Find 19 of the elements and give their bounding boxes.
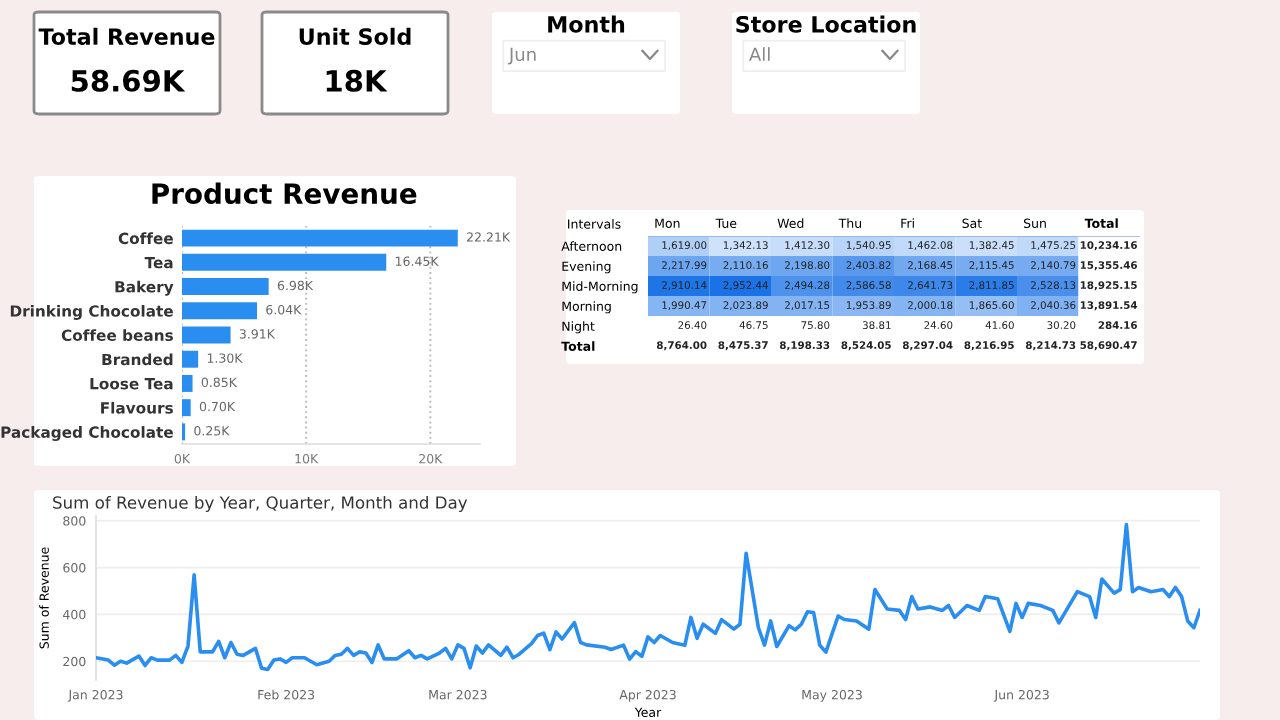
bar	[182, 399, 191, 417]
bar	[182, 302, 257, 320]
text: Total Revenue	[38, 27, 215, 45]
text: Month	[548, 15, 625, 33]
text: Unit Sold	[299, 27, 411, 45]
chart-title: Product Revenue	[152, 182, 417, 205]
chart-title: Sum of Revenue by Year, Quarter, Month and Day	[53, 495, 468, 513]
bar	[182, 350, 199, 368]
line-series	[96, 522, 1200, 672]
text: All	[749, 47, 770, 61]
bar	[182, 326, 231, 344]
text: 58.69K	[71, 69, 186, 92]
bar	[182, 374, 193, 392]
bar	[182, 229, 458, 247]
text: Store Location	[736, 15, 916, 33]
bar	[182, 253, 387, 271]
bar	[182, 278, 269, 296]
text: 18K	[326, 69, 388, 92]
text: Jun	[507, 47, 536, 65]
